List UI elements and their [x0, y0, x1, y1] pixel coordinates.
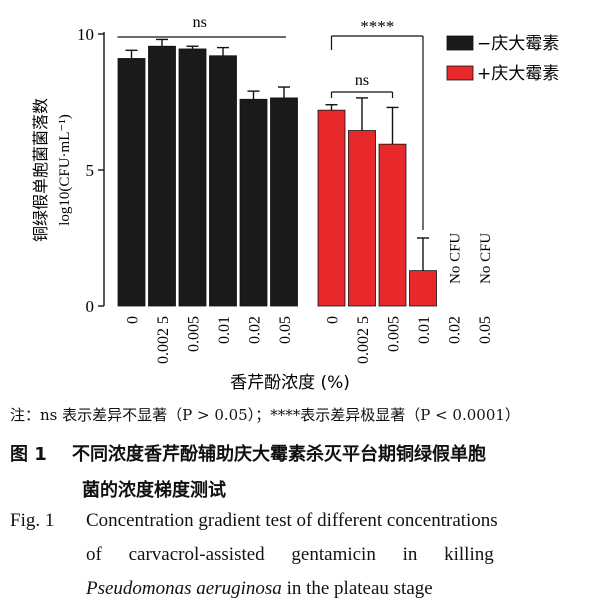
- y-axis-label: 铜绿假单胞菌菌落数: [31, 98, 50, 242]
- bar: [178, 48, 207, 307]
- no-cfu-label: No CFU: [448, 233, 464, 284]
- legend-swatch: [446, 65, 474, 81]
- figure-title-en-line2: of carvacrol-assisted gentamicin in kill…: [86, 544, 494, 565]
- figure-caption-cn: 图 1 不同浓度香芹酚辅助庆大霉素杀灭平台期铜绿假单胞 菌的浓度梯度测试: [10, 440, 600, 501]
- no-cfu-label: No CFU: [478, 233, 494, 284]
- x-tick-label: 0.02: [247, 316, 264, 344]
- chart-annotations: ns ns ****: [117, 14, 424, 230]
- x-tick-label: 0.01: [416, 316, 433, 344]
- bar: [209, 55, 237, 307]
- x-tick-label: 0.005: [386, 316, 403, 352]
- significance-label: ns: [193, 14, 207, 31]
- y-tick-label: 5: [86, 161, 95, 180]
- figure-title-en-line3: Pseudomonas aeruginosa in the plateau st…: [86, 578, 433, 600]
- figure-title-en-line3-rest: in the plateau stage: [281, 578, 433, 599]
- x-tick-label: 0: [125, 316, 142, 324]
- bar: [378, 143, 407, 307]
- figure-note: 注：ns 表示差异不显著（P > 0.05）；****表示差异极显著（P < 0…: [10, 406, 520, 424]
- y-tick-label: 10: [77, 25, 94, 44]
- x-tick-label: 0.002 5: [355, 316, 372, 364]
- bar: [270, 97, 298, 307]
- y-tick-label: 0: [86, 297, 95, 316]
- bar: [348, 130, 376, 307]
- chart-axes: 0 5 10 铜绿假单胞菌菌落数 log10(CFU·mL⁻¹) 0 0.002 5 0.00…: [31, 25, 494, 393]
- bar-chart: 0 5 10 铜绿假单胞菌菌落数 log10(CFU·mL⁻¹) 0 0.002 5 0.00…: [31, 14, 559, 393]
- legend-label: −庆大霉素: [477, 34, 559, 54]
- x-tick-label: 0.05: [277, 316, 294, 344]
- x-tick-label: 0.02: [447, 316, 464, 344]
- x-tick-label: 0.005: [186, 316, 203, 352]
- legend-label: +庆大霉素: [477, 64, 559, 84]
- bar: [317, 109, 346, 307]
- figure-title-cn-line2: 菌的浓度梯度测试: [82, 480, 226, 501]
- bar: [409, 270, 437, 307]
- significance-label: ****: [360, 17, 394, 36]
- bar: [239, 98, 268, 307]
- figure-number-en: Fig. 1: [10, 510, 55, 531]
- x-tick-label: 0.002 5: [155, 316, 172, 364]
- figure-title-cn-line1: 不同浓度香芹酚辅助庆大霉素杀灭平台期铜绿假单胞: [72, 444, 486, 465]
- chart-legend: −庆大霉素 +庆大霉素: [446, 34, 559, 84]
- bar: [148, 45, 176, 307]
- figure-number-cn: 图 1: [10, 444, 47, 465]
- figure-title-en-line1: Concentration gradient test of different…: [86, 510, 498, 531]
- y-axis-unit: log10(CFU·mL⁻¹): [57, 114, 73, 226]
- species-name: Pseudomonas aeruginosa: [86, 578, 282, 599]
- x-tick-label: 0.05: [477, 316, 494, 344]
- x-tick-label: 0.01: [216, 316, 233, 344]
- x-axis-label: 香芹酚浓度 (%): [230, 373, 350, 393]
- significance-label: ns: [355, 72, 369, 89]
- x-tick-label: 0: [325, 316, 342, 324]
- bar: [117, 58, 146, 307]
- legend-swatch: [446, 35, 474, 51]
- chart-bars: No CFU No CFU: [117, 38, 494, 307]
